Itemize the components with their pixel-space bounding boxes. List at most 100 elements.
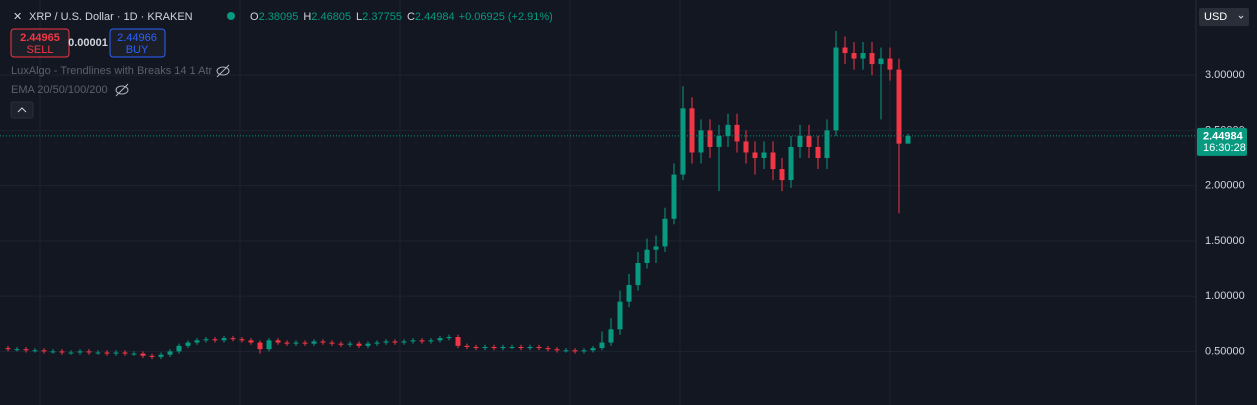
- candle-body: [644, 249, 650, 263]
- candle-body: [95, 352, 101, 354]
- candle-body: [275, 340, 281, 343]
- currency[interactable]: USD: [1204, 11, 1227, 23]
- close-icon[interactable]: ✕: [13, 11, 22, 23]
- candle-body: [527, 346, 533, 349]
- candle-body: [500, 346, 506, 349]
- candle-body: [122, 352, 128, 354]
- candle-body: [329, 342, 335, 344]
- buy-label[interactable]: BUY: [126, 44, 149, 56]
- candle-body: [743, 141, 749, 153]
- currency-button[interactable]: USD: [1199, 8, 1249, 26]
- candle-body: [266, 340, 272, 350]
- candle-body: [176, 345, 182, 352]
- currency-box[interactable]: [1199, 8, 1249, 26]
- ohlc-value: 2.37755: [362, 11, 402, 23]
- candle-body: [284, 342, 290, 344]
- candle-body: [419, 340, 425, 342]
- ohlc-value: 2.46805: [311, 11, 351, 23]
- candle-body: [131, 353, 137, 355]
- collapse-button[interactable]: [10, 101, 34, 119]
- candle-body: [41, 350, 47, 352]
- last-price-label: 2.44984: [1203, 130, 1244, 142]
- candle-body: [149, 355, 155, 357]
- candle-body: [104, 352, 110, 354]
- hide-icon[interactable]: [115, 83, 129, 97]
- y-tick-label: 0.50000: [1205, 345, 1245, 357]
- candle-body: [437, 338, 443, 341]
- candle-body: [563, 350, 569, 352]
- candle-body: [482, 346, 488, 349]
- candle-body: [464, 345, 470, 347]
- candle-body: [374, 342, 380, 344]
- candle-body: [338, 343, 344, 345]
- candle-body: [410, 340, 416, 342]
- candle-body: [383, 341, 389, 343]
- candle-body: [59, 351, 65, 353]
- candle-body: [50, 351, 56, 353]
- sell-box[interactable]: [10, 28, 70, 58]
- plot: [0, 30, 1196, 360]
- candle-body: [401, 341, 407, 343]
- candle-body: [428, 340, 434, 342]
- sell-button[interactable]: 2.44965 SELL: [10, 28, 70, 58]
- candle-body: [239, 339, 245, 341]
- candle-body: [158, 354, 164, 357]
- candle-body: [5, 348, 11, 350]
- buy-price[interactable]: 2.44966: [117, 32, 157, 44]
- spread: 0.00001: [68, 37, 108, 49]
- candle-body: [653, 246, 659, 250]
- hide-icon[interactable]: [216, 64, 230, 78]
- candle-body: [68, 352, 74, 354]
- sell-price[interactable]: 2.44965: [20, 32, 60, 44]
- candle-body: [86, 351, 92, 353]
- candle-body: [716, 135, 722, 147]
- last-price-box: [1197, 127, 1247, 156]
- candle-body: [32, 350, 38, 352]
- candle-body: [779, 169, 785, 181]
- candle-body: [167, 351, 173, 355]
- buy-box[interactable]: [109, 28, 166, 58]
- y-tick-label: 2.00000: [1205, 180, 1245, 192]
- candle-body: [14, 349, 20, 351]
- candle-body: [473, 346, 479, 349]
- candle-body: [599, 342, 605, 349]
- candle-body: [815, 146, 821, 159]
- candle-body: [689, 108, 695, 153]
- candle-body: [212, 339, 218, 341]
- candle-body: [572, 350, 578, 352]
- candle-body: [140, 353, 146, 356]
- candle-body: [761, 152, 767, 159]
- ohlc-legend: O2.38095 H2.46805 L2.37755 C2.44984 +0.06925…: [250, 11, 553, 23]
- indicator-label[interactable]: EMA 20/50/100/200: [11, 84, 108, 96]
- candle-body: [536, 346, 542, 349]
- candle-body: [194, 340, 200, 343]
- candle-body: [860, 53, 866, 59]
- candle-body: [302, 342, 308, 344]
- candle-body: [662, 218, 668, 247]
- countdown: 16:30:28: [1203, 142, 1246, 154]
- candle-body: [680, 108, 686, 175]
- candle-body: [446, 337, 452, 339]
- candle-body: [635, 262, 641, 286]
- ohlc-change: +0.06925 (+2.91%): [459, 11, 553, 23]
- candle-body: [311, 341, 317, 344]
- candle-body: [230, 338, 236, 340]
- candle-body: [905, 135, 911, 144]
- buy-button[interactable]: 2.44966 BUY: [109, 28, 166, 58]
- candle-body: [455, 337, 461, 346]
- candle-body: [626, 285, 632, 302]
- ohlc-key: C: [407, 11, 415, 23]
- candle-body: [347, 343, 353, 345]
- candle-body: [698, 130, 704, 153]
- candle-body: [797, 135, 803, 147]
- ohlc-key: H: [303, 11, 311, 23]
- candle-body: [221, 338, 227, 341]
- candle-body: [734, 124, 740, 142]
- candle-body: [590, 348, 596, 351]
- sell-label[interactable]: SELL: [27, 44, 54, 56]
- candle-body: [392, 341, 398, 343]
- indicator-label[interactable]: LuxAlgo - Trendlines with Breaks 14 1 At…: [11, 65, 212, 77]
- candle-body: [851, 53, 857, 59]
- candle-body: [518, 346, 524, 349]
- candle-body: [293, 342, 299, 344]
